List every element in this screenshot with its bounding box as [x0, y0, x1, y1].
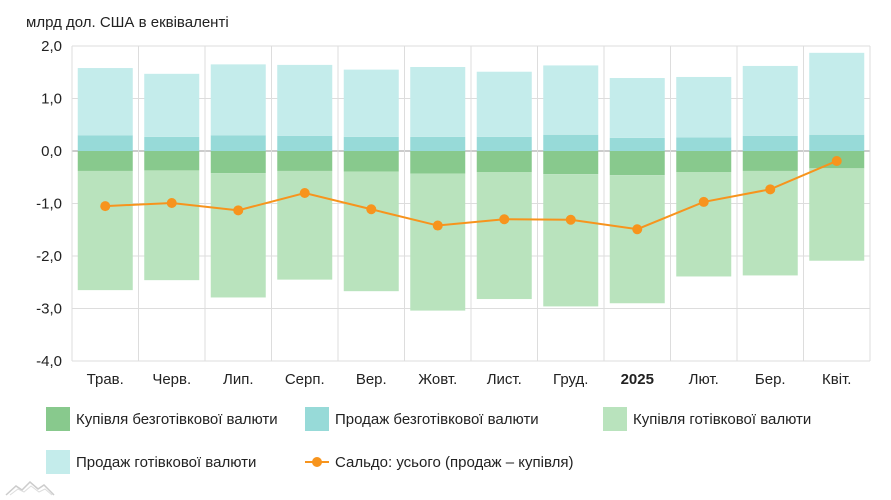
x-tick-label: Вер. [356, 371, 387, 388]
bar-segment [210, 64, 266, 136]
bar-segment [809, 52, 865, 135]
bar-segment [210, 151, 266, 174]
x-tick-label: Груд. [553, 371, 588, 388]
bar-segment [343, 69, 399, 137]
balance-line [105, 160, 838, 231]
bar-segment [410, 151, 466, 174]
bar-segment [676, 137, 732, 151]
balance-point [565, 214, 576, 225]
bar-segment [410, 136, 466, 151]
bar-segment [144, 170, 200, 281]
legend-label-noncash-purchase: Купівля безготівкової валюти [76, 410, 278, 428]
mountain-logo-icon [5, 480, 55, 496]
legend-swatch-noncash-purchase [46, 407, 70, 431]
bar-segment [476, 151, 532, 172]
bar-segment [210, 135, 266, 151]
bar-segment [476, 172, 532, 300]
legend-label-balance: Сальдо: усього (продаж – купівля) [335, 453, 574, 471]
x-tick-label: Лют. [689, 371, 719, 388]
y-tick-label: 2,0 [41, 38, 62, 55]
bar-segment [277, 64, 333, 136]
bar-segment [77, 151, 133, 171]
bar-segment [676, 151, 732, 172]
y-tick-label: 1,0 [41, 91, 62, 108]
bar-segment [144, 136, 200, 151]
balance-point [632, 224, 643, 235]
legend: Купівля безготівкової валюти Продаж безг… [46, 404, 876, 494]
balance-point [765, 184, 776, 195]
legend-label-cash-sale: Продаж готівкової валюти [76, 453, 257, 471]
bar-segment [476, 71, 532, 137]
bar-segment [77, 68, 133, 136]
legend-swatch-cash-sale [46, 450, 70, 474]
balance-point [100, 201, 111, 212]
x-tick-label: Лист. [487, 371, 522, 388]
bar-segment [144, 151, 200, 171]
balance-point [233, 205, 244, 216]
bar-segment [809, 134, 865, 151]
legend-swatch-balance [305, 450, 329, 474]
bar-segment [609, 137, 665, 151]
bar-segment [410, 67, 466, 137]
balance-point [366, 204, 377, 215]
x-tick-label: Трав. [87, 371, 124, 388]
balance-point [831, 155, 842, 166]
bar-segment [144, 73, 200, 137]
bar-segment [543, 134, 599, 151]
chart-plot: млрд дол. США в еквіваленті 2,0 1,0 0,0 -1,0… [26, 14, 871, 388]
x-tick-label: Лип. [223, 371, 254, 388]
legend-label-cash-purchase: Купівля готівкової валюти [633, 410, 812, 428]
legend-label-noncash-sale: Продаж безготівкової валюти [335, 410, 539, 428]
bar-segment [609, 151, 665, 176]
bar-segment [742, 65, 798, 136]
x-tick-label: Квіт. [822, 371, 851, 388]
x-tick-label: Черв. [152, 371, 191, 388]
bar-segment [77, 135, 133, 151]
x-tick-label: Серп. [285, 371, 325, 388]
bar-segment [476, 136, 532, 151]
bar-segment [676, 172, 732, 277]
legend-swatch-noncash-sale [305, 407, 329, 431]
x-tick-label: Бер. [755, 371, 786, 388]
bar-segment [742, 135, 798, 151]
x-tick-label: Жовт. [418, 371, 457, 388]
x-tick-label: 2025 [621, 371, 654, 388]
bar-segment [609, 175, 665, 304]
bar-segment [676, 76, 732, 138]
legend-item-cash-sale: Продаж готівкової валюти [46, 449, 256, 475]
balance-point [432, 220, 443, 231]
balance-point [698, 196, 709, 207]
y-tick-label: -2,0 [36, 248, 62, 265]
legend-item-noncash-purchase: Купівля безготівкової валюти [46, 406, 278, 432]
bar-segment [809, 168, 865, 261]
bar-segment [343, 171, 399, 292]
y-tick-label: -4,0 [36, 353, 62, 370]
bar-segment [277, 170, 333, 280]
bar-segment [343, 151, 399, 172]
legend-item-noncash-sale: Продаж безготівкової валюти [305, 406, 539, 432]
bar-segment [277, 151, 333, 171]
unit-label: млрд дол. США в еквіваленті [26, 14, 229, 31]
bar-segment [742, 151, 798, 171]
legend-item-cash-purchase: Купівля готівкової валюти [603, 406, 811, 432]
bar-segment [343, 136, 399, 151]
legend-swatch-cash-purchase [603, 407, 627, 431]
bar-segment [210, 173, 266, 298]
y-tick-label: 0,0 [41, 143, 62, 160]
balance-point [499, 214, 510, 225]
balance-point [166, 197, 177, 208]
legend-item-balance: Сальдо: усього (продаж – купівля) [305, 449, 573, 475]
bar-segment [543, 65, 599, 135]
balance-point [299, 188, 310, 198]
bar-segment [410, 173, 466, 311]
bar-segment [277, 135, 333, 151]
bar-segment [77, 170, 133, 291]
bar-segment [543, 151, 599, 175]
y-tick-label: -1,0 [36, 196, 62, 213]
bar-segment [609, 78, 665, 138]
y-tick-label: -3,0 [36, 301, 62, 318]
bar-segment [543, 174, 599, 307]
